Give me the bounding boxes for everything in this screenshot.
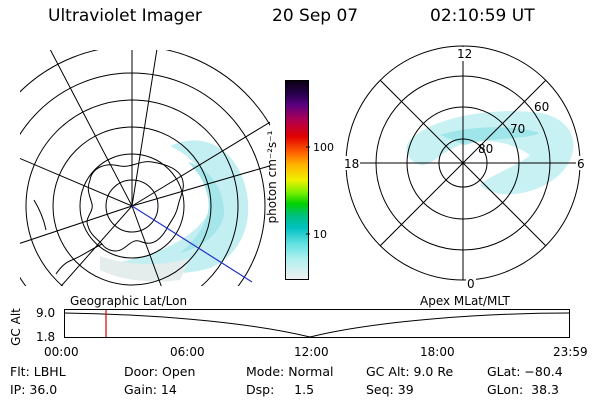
ip-readout: IP: 36.0 <box>10 382 58 397</box>
altitude-timeline <box>64 309 571 338</box>
door-readout: Door: Open <box>124 364 196 379</box>
mlt-label-12: 12 <box>457 47 472 61</box>
geographic-caption: Geographic Lat/Lon <box>70 294 188 308</box>
mlt-label-18: 18 <box>344 157 359 171</box>
mlt-label-6: 6 <box>577 157 585 171</box>
colorbar <box>285 80 309 280</box>
glat-readout: GLat: −80.4 <box>487 364 563 379</box>
timeline-xtick-2: 12:00 <box>294 345 329 359</box>
colorbar-ticks: 100 10 <box>306 141 334 241</box>
timeline-xtick-4: 23:59 <box>553 345 588 359</box>
coastline <box>86 161 184 252</box>
timeline-axis-label: GC Alt <box>9 308 23 346</box>
gain-readout: Gain: 14 <box>124 382 177 397</box>
mlat-label-70: 70 <box>510 122 525 136</box>
gc-alt-readout: GC Alt: 9.0 Re <box>366 364 454 379</box>
timeline-ytick-high: 9.0 <box>36 306 56 320</box>
filter-readout: Flt: LBHL <box>10 364 66 379</box>
dsp-readout: Dsp: 1.5 <box>246 382 315 397</box>
image-date: 20 Sep 07 <box>272 6 359 26</box>
timeline-xtick-0: 00:00 <box>44 345 79 359</box>
timeline-xtick-1: 06:00 <box>170 345 205 359</box>
glon-readout: GLon: 38.3 <box>487 382 559 397</box>
mlt-label-0: 0 <box>467 277 475 291</box>
mode-readout: Mode: Normal <box>246 364 334 379</box>
seq-readout: Seq: 39 <box>366 382 414 397</box>
instrument-title: Ultraviolet Imager <box>48 6 202 26</box>
ground-track <box>131 205 253 283</box>
colorbar-tick-10: 10 <box>313 228 327 241</box>
mlat-label-80: 80 <box>478 142 493 156</box>
geographic-map <box>20 50 270 286</box>
colorbar-unit-label: photon cm⁻²s⁻¹ <box>265 130 279 224</box>
timeline-xtick-3: 18:00 <box>420 345 455 359</box>
magnetic-map: 12 18 6 0 80 70 60 <box>342 45 588 291</box>
magnetic-caption: Apex MLat/MLT <box>420 294 510 308</box>
timeline-ytick-low: 1.8 <box>36 330 56 344</box>
image-time: 02:10:59 UT <box>430 6 535 26</box>
aurora-emission <box>100 140 249 282</box>
altitude-curve <box>64 312 571 338</box>
colorbar-tick-100: 100 <box>313 141 334 154</box>
mlat-label-60: 60 <box>534 100 549 114</box>
